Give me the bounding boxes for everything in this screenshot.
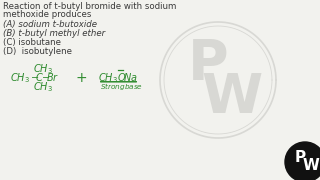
Text: $\it{O}$: $\it{O}$ <box>117 71 126 83</box>
Text: $\it{CH_3}$: $\it{CH_3}$ <box>33 62 53 76</box>
Text: (B) t-butyl methyl ether: (B) t-butyl methyl ether <box>3 29 105 38</box>
Text: W: W <box>201 71 263 125</box>
Text: $+$: $+$ <box>75 71 87 85</box>
Text: $\it{Na}$: $\it{Na}$ <box>123 71 138 83</box>
Text: $\it{CH_3}$: $\it{CH_3}$ <box>98 71 118 85</box>
Text: P: P <box>188 37 228 91</box>
Text: (D)  isobutylene: (D) isobutylene <box>3 47 72 56</box>
Text: W: W <box>303 159 319 174</box>
Text: $\it{Strongbase}$: $\it{Strongbase}$ <box>100 81 143 92</box>
Text: methoxide produces: methoxide produces <box>3 10 92 19</box>
Text: $\it{Br}$: $\it{Br}$ <box>46 71 59 83</box>
Text: $\it{CH_3}$: $\it{CH_3}$ <box>33 80 53 94</box>
Circle shape <box>285 142 320 180</box>
Text: (A) sodium t-butoxide: (A) sodium t-butoxide <box>3 20 97 29</box>
Text: (C) isobutane: (C) isobutane <box>3 38 61 47</box>
Text: $-$: $-$ <box>30 71 39 81</box>
Text: $\it{C}$: $\it{C}$ <box>35 71 44 83</box>
Text: $\it{CH_3}$: $\it{CH_3}$ <box>10 71 30 85</box>
Text: $-$: $-$ <box>41 71 50 81</box>
Text: P: P <box>294 150 306 165</box>
Text: Reaction of t-butyl bromide with sodium: Reaction of t-butyl bromide with sodium <box>3 2 176 11</box>
